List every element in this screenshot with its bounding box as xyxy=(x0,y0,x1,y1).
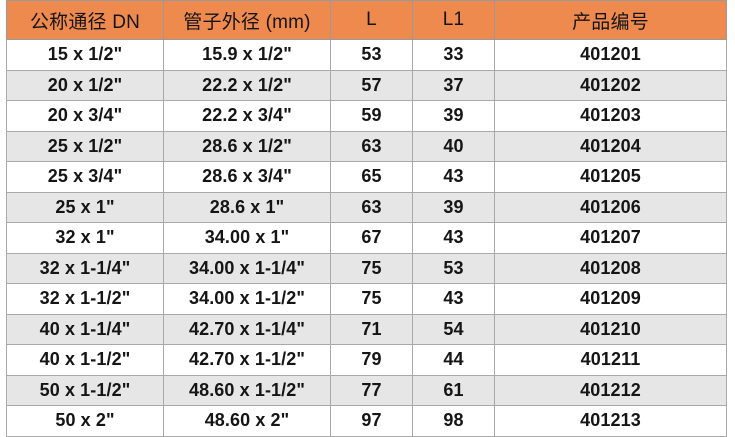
table-header: 公称通径 DN 管子外径 (mm) L L1 产品编号 xyxy=(6,0,727,40)
column-header-l: L xyxy=(330,0,413,40)
cell-od: 28.6 x 3/4" xyxy=(163,161,331,193)
cell-l1: 43 xyxy=(412,222,495,254)
cell-dn: 15 x 1/2" xyxy=(6,39,164,71)
cell-l: 67 xyxy=(330,222,413,254)
cell-l1: 53 xyxy=(412,252,495,284)
table-row: 50 x 1-1/2" 48.60 x 1-1/2" 77 61 401212 xyxy=(6,374,727,406)
cell-code: 401202 xyxy=(494,69,727,101)
table-body: 15 x 1/2" 15.9 x 1/2" 53 33 401201 20 x 1/2" 2… xyxy=(6,39,727,437)
cell-dn: 20 x 1/2" xyxy=(6,69,164,101)
cell-l1: 37 xyxy=(412,69,495,101)
cell-code: 401212 xyxy=(494,374,727,406)
cell-l: 77 xyxy=(330,374,413,406)
cell-dn: 50 x 1-1/2" xyxy=(6,374,164,406)
cell-l1: 33 xyxy=(412,39,495,71)
cell-dn: 25 x 3/4" xyxy=(6,161,164,193)
table-row: 25 x 3/4" 28.6 x 3/4" 65 43 401205 xyxy=(6,161,727,193)
table-row: 50 x 2" 48.60 x 2" 97 98 401213 xyxy=(6,405,727,437)
cell-l: 65 xyxy=(330,161,413,193)
cell-od: 28.6 x 1/2" xyxy=(163,130,331,162)
cell-l: 53 xyxy=(330,39,413,71)
cell-od: 22.2 x 3/4" xyxy=(163,100,331,132)
cell-dn: 32 x 1-1/4" xyxy=(6,252,164,284)
column-header-product-code: 产品编号 xyxy=(494,0,727,40)
table-header-row: 公称通径 DN 管子外径 (mm) L L1 产品编号 xyxy=(6,0,727,40)
column-header-l1: L1 xyxy=(412,0,495,40)
table-row: 15 x 1/2" 15.9 x 1/2" 53 33 401201 xyxy=(6,39,727,71)
cell-l: 71 xyxy=(330,313,413,345)
cell-l: 59 xyxy=(330,100,413,132)
cell-code: 401206 xyxy=(494,191,727,223)
cell-code: 401203 xyxy=(494,100,727,132)
cell-code: 401210 xyxy=(494,313,727,345)
cell-dn: 25 x 1" xyxy=(6,191,164,223)
cell-dn: 25 x 1/2" xyxy=(6,130,164,162)
cell-l1: 54 xyxy=(412,313,495,345)
cell-l1: 39 xyxy=(412,191,495,223)
table-row: 20 x 1/2" 22.2 x 1/2" 57 37 401202 xyxy=(6,69,727,101)
cell-l: 63 xyxy=(330,130,413,162)
cell-l1: 44 xyxy=(412,344,495,376)
cell-code: 401209 xyxy=(494,283,727,315)
table-row: 20 x 3/4" 22.2 x 3/4" 59 39 401203 xyxy=(6,100,727,132)
cell-od: 34.00 x 1-1/2" xyxy=(163,283,331,315)
cell-od: 28.6 x 1" xyxy=(163,191,331,223)
cell-code: 401207 xyxy=(494,222,727,254)
cell-od: 48.60 x 2" xyxy=(163,405,331,437)
cell-dn: 50 x 2" xyxy=(6,405,164,437)
cell-l1: 43 xyxy=(412,283,495,315)
cell-od: 34.00 x 1-1/4" xyxy=(163,252,331,284)
cell-code: 401211 xyxy=(494,344,727,376)
cell-dn: 40 x 1-1/4" xyxy=(6,313,164,345)
cell-code: 401213 xyxy=(494,405,727,437)
cell-od: 22.2 x 1/2" xyxy=(163,69,331,101)
table-row: 32 x 1" 34.00 x 1" 67 43 401207 xyxy=(6,222,727,254)
cell-dn: 32 x 1-1/2" xyxy=(6,283,164,315)
cell-dn: 20 x 3/4" xyxy=(6,100,164,132)
cell-l1: 61 xyxy=(412,374,495,406)
column-header-pipe-outer-diameter: 管子外径 (mm) xyxy=(163,0,331,40)
cell-od: 42.70 x 1-1/2" xyxy=(163,344,331,376)
cell-od: 48.60 x 1-1/2" xyxy=(163,374,331,406)
cell-l1: 43 xyxy=(412,161,495,193)
cell-l1: 39 xyxy=(412,100,495,132)
cell-l: 75 xyxy=(330,252,413,284)
table-row: 40 x 1-1/4" 42.70 x 1-1/4" 71 54 401210 xyxy=(6,313,727,345)
product-spec-table: 公称通径 DN 管子外径 (mm) L L1 产品编号 15 x 1/2" 15.… xyxy=(6,0,727,437)
cell-od: 15.9 x 1/2" xyxy=(163,39,331,71)
table-row: 25 x 1/2" 28.6 x 1/2" 63 40 401204 xyxy=(6,130,727,162)
cell-l: 57 xyxy=(330,69,413,101)
cell-dn: 40 x 1-1/2" xyxy=(6,344,164,376)
table-row: 32 x 1-1/2" 34.00 x 1-1/2" 75 43 401209 xyxy=(6,283,727,315)
cell-od: 34.00 x 1" xyxy=(163,222,331,254)
cell-code: 401205 xyxy=(494,161,727,193)
column-header-nominal-diameter: 公称通径 DN xyxy=(6,0,164,40)
cell-od: 42.70 x 1-1/4" xyxy=(163,313,331,345)
table-row: 32 x 1-1/4" 34.00 x 1-1/4" 75 53 401208 xyxy=(6,252,727,284)
cell-code: 401204 xyxy=(494,130,727,162)
cell-code: 401201 xyxy=(494,39,727,71)
table-row: 40 x 1-1/2" 42.70 x 1-1/2" 79 44 401211 xyxy=(6,344,727,376)
cell-l1: 98 xyxy=(412,405,495,437)
cell-l1: 40 xyxy=(412,130,495,162)
cell-dn: 32 x 1" xyxy=(6,222,164,254)
cell-code: 401208 xyxy=(494,252,727,284)
cell-l: 75 xyxy=(330,283,413,315)
table-row: 25 x 1" 28.6 x 1" 63 39 401206 xyxy=(6,191,727,223)
cell-l: 79 xyxy=(330,344,413,376)
cell-l: 97 xyxy=(330,405,413,437)
cell-l: 63 xyxy=(330,191,413,223)
